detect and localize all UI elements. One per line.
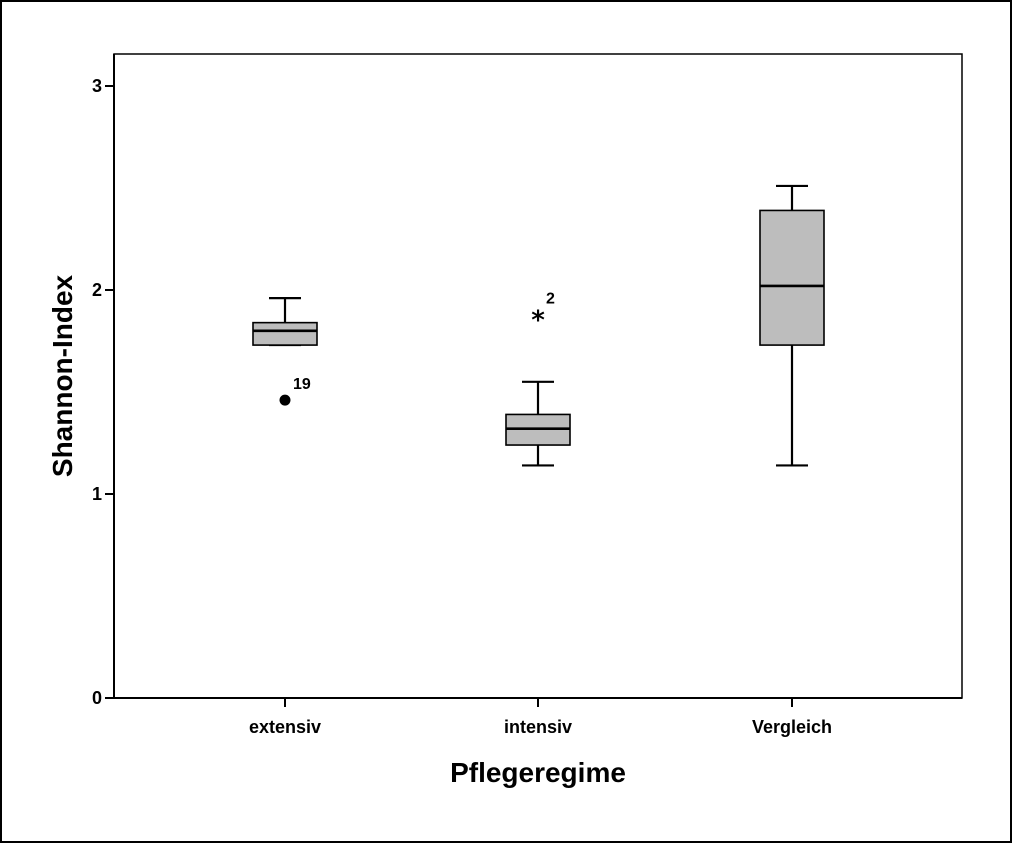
x-tick-label-extensiv: extensiv <box>249 717 321 737</box>
outlier-star-intensiv: * <box>531 305 545 335</box>
box-iqr-Vergleich <box>759 209 825 346</box>
box-extensiv: 19 <box>252 297 318 406</box>
outlier-label-intensiv: 2 <box>546 290 555 307</box>
y-tick-label-1: 1 <box>92 484 102 504</box>
outlier-circle-extensiv <box>279 394 291 406</box>
y-tick-label-2: 2 <box>92 280 102 300</box>
plot-area-frame <box>113 53 963 699</box>
y-tick-label-3: 3 <box>92 76 102 96</box>
y-axis-title: Shannon-Index <box>47 274 78 477</box>
box-iqr-extensiv <box>252 321 318 346</box>
y-tick-label-0: 0 <box>92 688 102 708</box>
x-tick-label-intensiv: intensiv <box>504 717 572 737</box>
box-Vergleich <box>759 184 825 467</box>
outlier-label-extensiv: 19 <box>293 376 311 393</box>
x-axis-title: Pflegeregime <box>450 757 626 788</box>
x-tick-label-Vergleich: Vergleich <box>752 717 832 737</box>
boxes-layer: 19 *2 <box>252 184 825 467</box>
box-intensiv: *2 <box>505 290 571 467</box>
axes-layer: 0 1 2 3 extensiv intensiv Vergleich <box>92 53 963 737</box>
